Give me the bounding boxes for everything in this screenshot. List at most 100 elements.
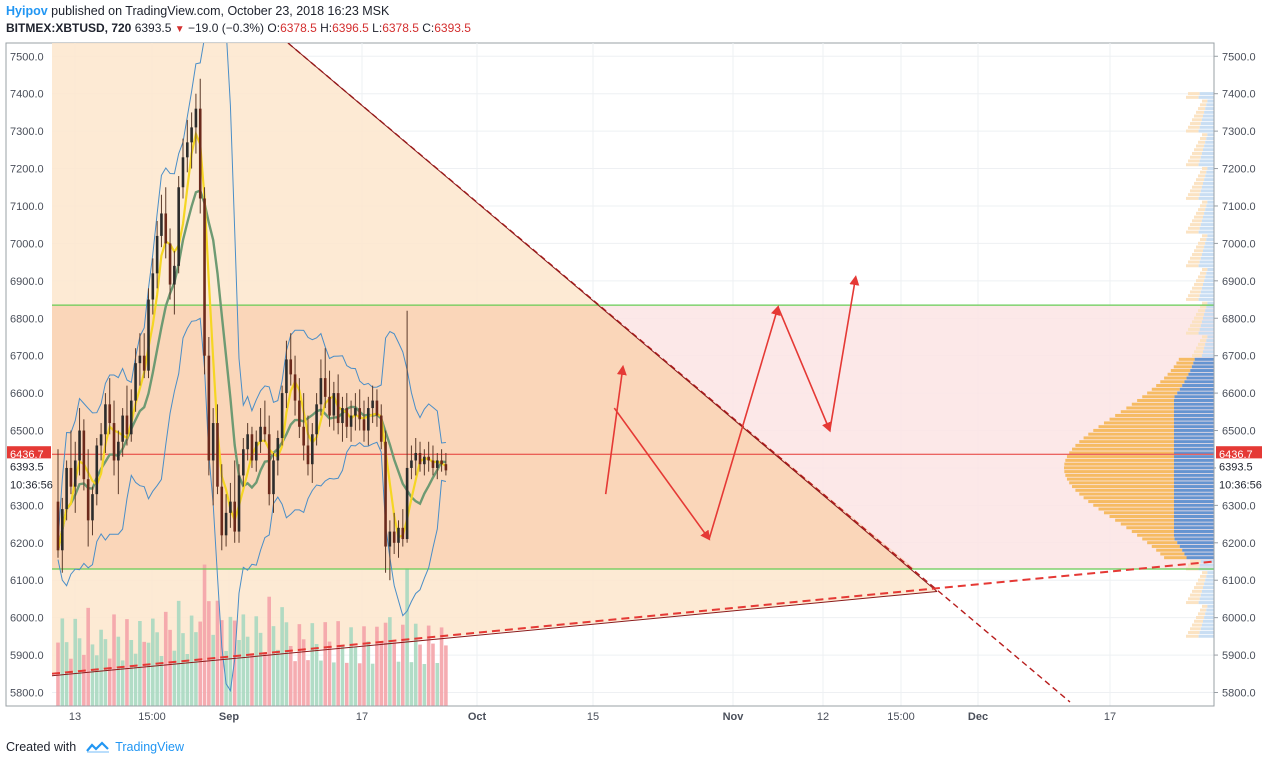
x-tick-label: 17 xyxy=(1104,711,1116,723)
candle-body xyxy=(418,452,422,465)
vp-bar-buy xyxy=(1198,264,1214,268)
candle-body xyxy=(65,467,68,510)
vp-bar-sell xyxy=(1192,623,1202,627)
vp-bar-buy xyxy=(1199,226,1214,230)
candle-body xyxy=(125,415,129,435)
vp-bar-sell xyxy=(1173,365,1192,369)
vp-bar-sell xyxy=(1188,563,1200,567)
vp-bar-sell xyxy=(1198,342,1206,346)
volume-bar xyxy=(107,658,112,706)
author-name[interactable]: Hyipov xyxy=(6,4,48,18)
volume-bar xyxy=(288,646,293,706)
price-change: −19.0 (−0.3%) xyxy=(188,21,265,35)
volume-bar xyxy=(344,662,349,706)
tradingview-logo-icon[interactable] xyxy=(86,741,110,753)
volume-bar xyxy=(336,621,340,706)
left-countdown-tag-bg xyxy=(7,476,51,492)
vp-bar-buy xyxy=(1205,208,1214,212)
y-tick-left: 6000.0 xyxy=(10,613,44,625)
vp-bar-sell xyxy=(1064,470,1174,474)
y-tick-right: 7400.0 xyxy=(1222,89,1256,101)
volume-profile xyxy=(1064,92,1214,638)
vp-bar-sell xyxy=(1072,485,1174,489)
vp-bar-sell xyxy=(1098,425,1174,429)
candle-body xyxy=(332,393,336,416)
volume-bar xyxy=(189,615,194,706)
vp-bar-sell xyxy=(1120,522,1174,526)
vp-bar-sell xyxy=(1088,432,1174,436)
candle-body xyxy=(276,438,280,461)
y-tick-left: 7500.0 xyxy=(10,51,44,63)
candle-body xyxy=(302,426,305,446)
tradingview-link[interactable]: TradingView xyxy=(115,740,184,754)
volume-bar xyxy=(271,626,276,706)
vp-bar-sell xyxy=(1075,443,1174,447)
vp-bar-sell xyxy=(1196,178,1205,182)
vp-bar-sell xyxy=(1065,458,1174,462)
symbol-label[interactable]: BITMEX:XBTUSD, 720 xyxy=(6,21,132,35)
volume-bar xyxy=(375,626,379,706)
x-tick-label: 15:00 xyxy=(887,711,915,723)
y-tick-right: 7100.0 xyxy=(1222,201,1256,213)
close-value: 6393.5 xyxy=(434,21,471,35)
x-tick-label: Dec xyxy=(968,711,988,723)
vp-bar-buy xyxy=(1198,129,1214,133)
y-tick-right: 7500.0 xyxy=(1222,51,1256,63)
projection-arrows[interactable] xyxy=(604,275,860,541)
vp-bar-sell xyxy=(1083,436,1174,440)
candle-body xyxy=(293,374,297,401)
vp-bar-buy xyxy=(1201,354,1214,358)
x-tick-label: 12 xyxy=(817,711,829,723)
y-tick-right: 6800.0 xyxy=(1222,313,1256,325)
volume-bar xyxy=(202,564,207,706)
vp-bar-buy xyxy=(1207,571,1214,575)
candle-body xyxy=(95,445,99,495)
ohlc-legend: BITMEX:XBTUSD, 720 6393.5 ▼ −19.0 (−0.3%… xyxy=(6,20,471,38)
vp-bar-buy xyxy=(1201,185,1214,189)
candle-body xyxy=(336,393,340,424)
volume-bar xyxy=(133,653,138,706)
volume-bar xyxy=(99,629,103,706)
vp-bar-buy xyxy=(1174,511,1214,515)
vp-bar-buy xyxy=(1205,140,1214,144)
vp-bar-buy xyxy=(1201,320,1214,324)
candle-body xyxy=(367,408,370,431)
volume-bar xyxy=(426,625,431,706)
vp-bar-buy xyxy=(1174,537,1214,541)
volume-bar xyxy=(120,660,125,706)
trend-lines[interactable] xyxy=(52,43,1214,703)
vp-bar-sell xyxy=(1202,166,1208,170)
vp-bar-buy xyxy=(1174,395,1214,399)
candle-body xyxy=(379,415,383,442)
volume-bar xyxy=(284,622,289,706)
y-tick-right: 6500.0 xyxy=(1222,426,1256,438)
y-tick-left: 7200.0 xyxy=(10,164,44,176)
vp-bar-buy xyxy=(1205,342,1214,346)
x-axis[interactable]: 13 15:00 Sep 17 Oct 15 Nov 12 15:00 Dec 17 xyxy=(6,705,1214,723)
vp-bar-sell xyxy=(1186,297,1199,301)
volume-bar xyxy=(254,616,259,706)
right-price-tag: 6393.5 xyxy=(1219,461,1253,473)
volume-bar xyxy=(103,639,108,706)
volume-bar xyxy=(349,627,353,706)
candle-body xyxy=(250,434,254,461)
vp-bar-buy xyxy=(1179,387,1214,391)
y-axis-right[interactable]: 5800.05900.06000.06100.06200.06300.06400… xyxy=(1213,43,1256,706)
vp-bar-buy xyxy=(1203,350,1214,354)
y-tick-right: 6200.0 xyxy=(1222,538,1256,550)
candle-body xyxy=(91,494,94,521)
vp-bar-sell xyxy=(1200,608,1207,612)
candle-body xyxy=(220,486,224,536)
y-tick-right: 6600.0 xyxy=(1222,388,1256,400)
vp-bar-sell xyxy=(1151,387,1180,391)
candle-body xyxy=(414,452,418,461)
volume-bar xyxy=(276,649,280,706)
candle-body xyxy=(289,359,293,375)
vp-bar-sell xyxy=(1098,507,1174,511)
vp-bar-buy xyxy=(1200,155,1214,159)
y-axis-left[interactable]: 5800.05900.06000.06100.06200.06300.06400… xyxy=(10,51,44,699)
vp-bar-sell xyxy=(1151,544,1180,548)
vp-bar-sell xyxy=(1188,260,1200,264)
